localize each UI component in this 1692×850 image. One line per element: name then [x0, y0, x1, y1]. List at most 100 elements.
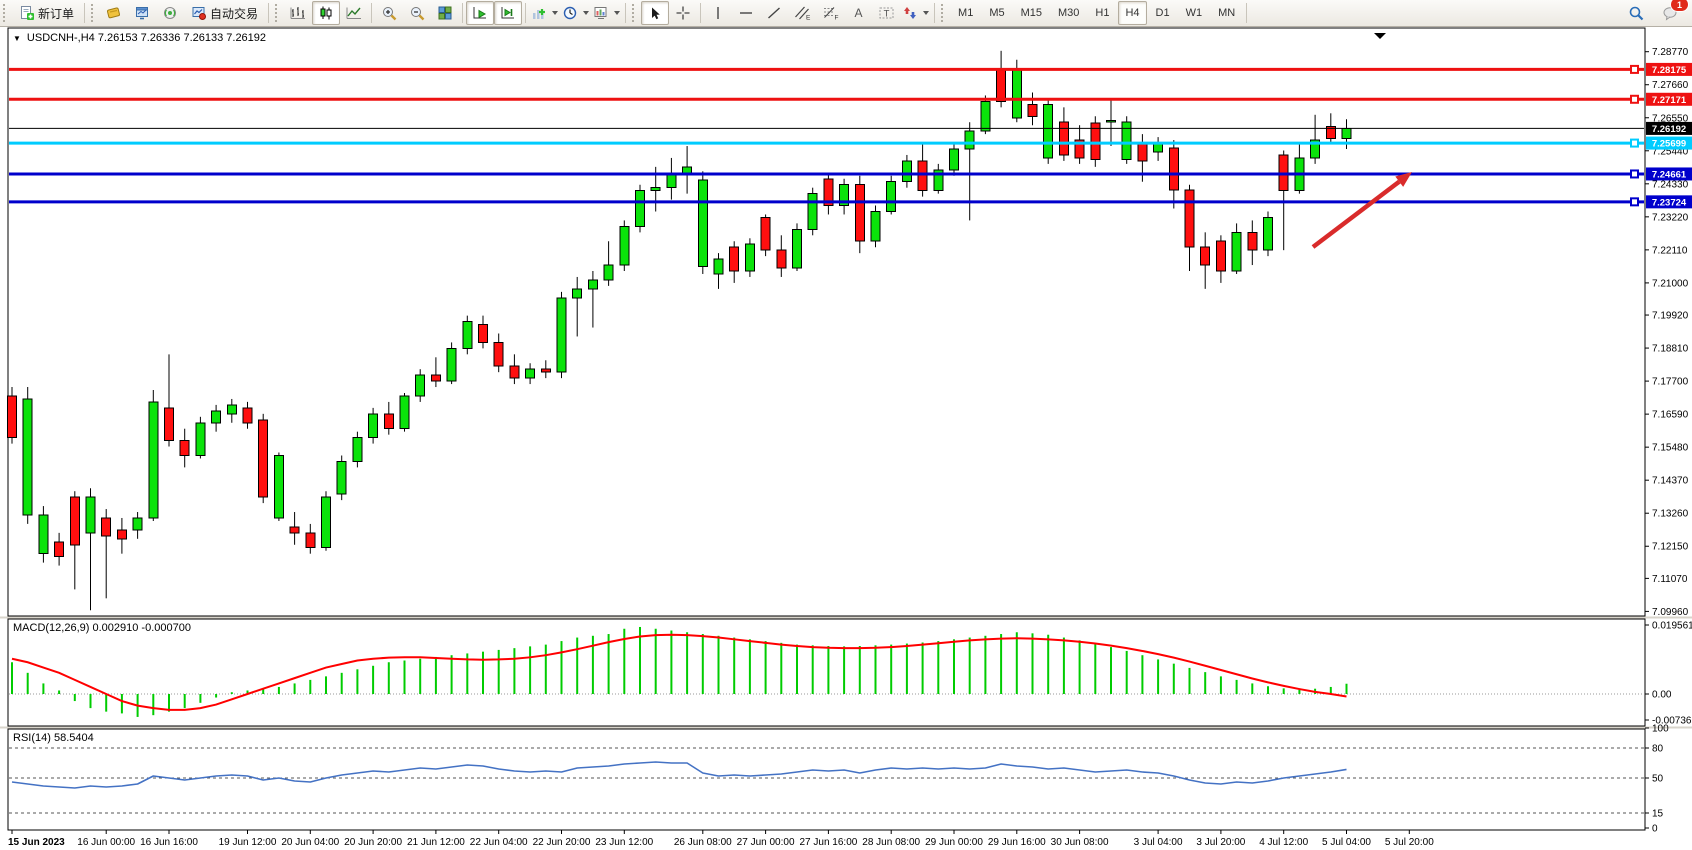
toolbar-drag-handle[interactable] [91, 4, 97, 22]
cursor-button[interactable] [641, 1, 670, 25]
svg-text:4 Jul 12:00: 4 Jul 12:00 [1259, 837, 1308, 848]
svg-text:7.12150: 7.12150 [1652, 542, 1689, 553]
auto-scroll-button[interactable] [466, 1, 495, 25]
toolbar-separator [462, 3, 464, 23]
chart-title: ▼ USDCNH-,H4 7.26153 7.26336 7.26133 7.2… [13, 32, 266, 44]
svg-text:7.26550: 7.26550 [1652, 113, 1689, 124]
timeframe-D1-button[interactable]: D1 [1155, 7, 1170, 19]
svg-text:7.24330: 7.24330 [1652, 179, 1689, 190]
timeframe-MN-button[interactable]: MN [1218, 7, 1236, 19]
zoom-in-button[interactable] [375, 1, 403, 25]
shapes-button[interactable] [900, 1, 931, 25]
svg-text:19 Jun 12:00: 19 Jun 12:00 [219, 837, 277, 848]
svg-text:7.13260: 7.13260 [1652, 509, 1689, 520]
svg-text:7.25440: 7.25440 [1652, 146, 1689, 157]
timeframe-M1-button[interactable]: M1 [958, 7, 974, 19]
candlestick-mode-button[interactable] [312, 1, 341, 25]
zoom-out-icon [410, 6, 424, 20]
svg-text:7.14370: 7.14370 [1652, 476, 1689, 487]
svg-text:5 Jul 04:00: 5 Jul 04:00 [1322, 837, 1371, 848]
new-order-label: 新订单 [38, 6, 75, 21]
toolbar-drag-handle[interactable] [941, 4, 947, 22]
news-webcast-icon [164, 7, 177, 19]
label-tool-button[interactable]: T [872, 1, 900, 25]
indicators-button[interactable] [529, 1, 560, 25]
shapes-dropdown-caret [923, 11, 930, 15]
svg-text:7.27171: 7.27171 [1652, 95, 1687, 106]
svg-text:7.17700: 7.17700 [1652, 377, 1689, 388]
svg-text:22 Jun 04:00: 22 Jun 04:00 [470, 837, 528, 848]
svg-text:7.19920: 7.19920 [1652, 311, 1689, 322]
svg-text:21 Jun 12:00: 21 Jun 12:00 [407, 837, 465, 848]
timeframe-M5-button[interactable]: M5 [989, 7, 1005, 19]
horizontal-line-icon [740, 12, 753, 14]
new-order-button[interactable]: 新订单 [12, 1, 81, 25]
svg-text:7.25699: 7.25699 [1652, 139, 1686, 150]
chart-canvas[interactable]: 0.019561 0.00 -0.007367100 80 50 15 0 7.28770 7.… [0, 27, 1692, 850]
timeframe-group: M1 M5 M15 M30 H1 H4 D1 W1 MN [950, 1, 1243, 25]
timeframe-H1-button[interactable]: H1 [1095, 7, 1110, 19]
news-webcast-button[interactable] [156, 1, 184, 25]
tile-windows-button[interactable] [431, 1, 459, 25]
svg-text:27 Jun 00:00: 27 Jun 00:00 [737, 837, 795, 848]
indicators-dropdown-caret [552, 11, 559, 15]
market-watch-button[interactable] [100, 1, 128, 25]
search-icon [1629, 6, 1643, 20]
toolbar-drag-handle[interactable] [3, 4, 9, 22]
svg-text:0.019561: 0.019561 [1652, 620, 1692, 631]
chart-window[interactable]: 0.019561 0.00 -0.007367100 80 50 15 0 7.28770 7.… [0, 27, 1692, 850]
svg-text:22 Jun 20:00: 22 Jun 20:00 [533, 837, 591, 848]
trendline-icon [768, 7, 781, 19]
zoom-out-button[interactable] [403, 1, 431, 25]
trendline-button[interactable] [760, 1, 788, 25]
vertical-line-icon [717, 7, 719, 19]
auto-trading-button[interactable]: 自动交易 [184, 1, 265, 25]
periods-dropdown-caret [583, 11, 590, 15]
indicators-icon [533, 9, 546, 19]
data-window-button[interactable] [128, 1, 156, 25]
svg-text:23 Jun 12:00: 23 Jun 12:00 [595, 837, 653, 848]
tile-windows-icon [438, 6, 452, 20]
rsi-indicator-label: RSI(14) 58.5404 [13, 732, 94, 744]
channel-button[interactable]: E [788, 1, 816, 25]
line-chart-icon [346, 7, 362, 19]
svg-text:3 Jul 04:00: 3 Jul 04:00 [1134, 837, 1183, 848]
fibonacci-button[interactable]: F [816, 1, 844, 25]
svg-text:20 Jun 04:00: 20 Jun 04:00 [281, 837, 339, 848]
periods-button[interactable] [560, 1, 591, 25]
templates-icon [594, 7, 607, 19]
cursor-icon [651, 7, 660, 19]
search-button[interactable] [1622, 1, 1650, 25]
timeframe-M15-button[interactable]: M15 [1020, 7, 1042, 19]
market-watch-icon [107, 7, 120, 19]
timeframe-M30-button[interactable]: M30 [1058, 7, 1080, 19]
toolbar-drag-handle[interactable] [632, 4, 638, 22]
templates-button[interactable] [591, 1, 622, 25]
chart-shift-button[interactable] [494, 1, 523, 25]
horizontal-line-button[interactable] [732, 1, 760, 25]
vertical-line-button[interactable] [704, 1, 732, 25]
bar-chart-mode-button[interactable] [284, 1, 312, 25]
notifications-button[interactable]: 1 [1656, 0, 1689, 25]
line-chart-mode-button[interactable] [340, 1, 368, 25]
svg-text:29 Jun 00:00: 29 Jun 00:00 [925, 837, 983, 848]
svg-text:7.24661: 7.24661 [1652, 169, 1687, 180]
toolbar-drag-handle[interactable] [275, 4, 281, 22]
templates-dropdown-caret [614, 11, 621, 15]
auto-scroll-icon [473, 7, 487, 19]
svg-text:29 Jun 16:00: 29 Jun 16:00 [988, 837, 1046, 848]
arrows-shapes-icon [904, 7, 917, 19]
auto-trading-icon [192, 7, 207, 20]
svg-text:50: 50 [1652, 774, 1664, 785]
timeframe-W1-button[interactable]: W1 [1185, 7, 1203, 19]
clock-icon [563, 6, 577, 20]
label-tool-glyph: T [883, 9, 889, 20]
symbol-dropdown-icon[interactable]: ▼ [13, 33, 21, 43]
label-tool-icon: T [879, 7, 894, 20]
toolbar-separator [268, 3, 270, 23]
timeframe-H4-button[interactable]: H4 [1118, 1, 1147, 25]
text-tool-button[interactable]: A [844, 1, 872, 25]
svg-text:0.00: 0.00 [1652, 690, 1672, 701]
crosshair-button[interactable] [669, 1, 697, 25]
